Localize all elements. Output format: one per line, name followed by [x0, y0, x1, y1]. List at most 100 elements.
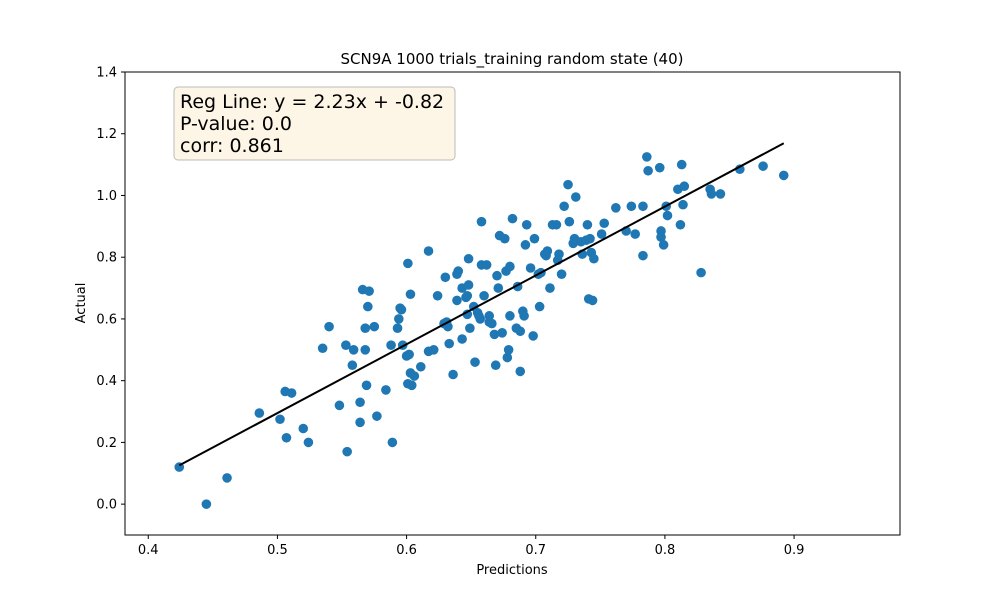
- y-tick-label: 0.4: [96, 374, 117, 389]
- data-point: [589, 253, 599, 264]
- data-point: [222, 473, 232, 483]
- data-point: [386, 340, 396, 350]
- data-point: [554, 249, 564, 259]
- data-point: [428, 345, 439, 355]
- data-point: [642, 152, 652, 162]
- x-axis: 0.4 0.5 0.6 0.7 0.8 0.9: [138, 535, 805, 558]
- data-point: [341, 340, 351, 350]
- data-point: [505, 261, 515, 272]
- data-point: [275, 414, 285, 425]
- data-point: [479, 290, 489, 301]
- plot-frame: [124, 71, 901, 536]
- data-point: [499, 233, 510, 244]
- data-point: [497, 328, 507, 338]
- stats-box-background: [173, 86, 456, 161]
- data-point: [585, 233, 595, 244]
- data-point: [503, 345, 514, 355]
- stats-correlation: corr: 0.861: [180, 135, 284, 157]
- data-point: [415, 361, 426, 372]
- data-point: [372, 411, 382, 421]
- data-point: [638, 201, 648, 212]
- data-point: [452, 295, 462, 306]
- data-point: [654, 162, 665, 173]
- data-point: [201, 499, 212, 509]
- data-point: [515, 326, 526, 337]
- data-point: [630, 229, 641, 239]
- data-point: [582, 219, 593, 230]
- y-axis-label: Actual: [74, 283, 89, 324]
- data-point: [462, 309, 473, 320]
- data-point: [481, 260, 492, 270]
- data-point: [505, 311, 515, 321]
- data-point: [476, 216, 487, 227]
- data-point: [662, 210, 673, 221]
- data-point: [303, 437, 314, 448]
- y-tick-label: 0.8: [96, 251, 117, 266]
- data-point: [778, 170, 789, 181]
- data-point: [254, 408, 265, 418]
- data-point: [493, 283, 504, 293]
- data-point: [520, 240, 531, 250]
- data-point: [405, 289, 416, 300]
- data-point: [492, 270, 502, 281]
- data-point: [406, 380, 417, 391]
- data-point: [355, 397, 365, 408]
- data-point: [360, 345, 371, 355]
- stats-box: Reg Line: y = 2.23x + -0.82 P-value: 0.0…: [173, 86, 456, 161]
- data-point: [392, 323, 403, 333]
- data-point: [611, 203, 621, 213]
- y-tick-label: 0.2: [96, 436, 117, 451]
- x-tick-label: 0.5: [267, 543, 288, 558]
- x-tick-label: 0.6: [396, 543, 417, 558]
- data-point: [570, 192, 581, 202]
- data-point: [599, 218, 610, 229]
- data-point: [403, 258, 413, 269]
- x-axis-label: Predictions: [476, 563, 548, 578]
- data-point: [423, 246, 434, 256]
- data-point: [490, 360, 501, 371]
- data-point: [381, 385, 391, 395]
- data-point: [519, 311, 529, 321]
- data-point: [364, 286, 374, 296]
- x-tick-label: 0.8: [655, 543, 676, 558]
- data-point: [534, 301, 545, 312]
- data-point: [489, 329, 500, 340]
- data-point: [361, 380, 372, 391]
- data-point: [587, 295, 598, 306]
- data-point: [656, 232, 666, 242]
- data-point: [463, 280, 474, 290]
- y-tick-label: 0.0: [96, 498, 117, 513]
- data-point: [706, 189, 717, 199]
- regression-line: [178, 142, 785, 467]
- data-point: [528, 331, 538, 341]
- y-axis: 0.0 0.2 0.4 0.6 0.8 1.0 1.2 1.4: [96, 66, 125, 513]
- data-point: [551, 219, 562, 230]
- data-point: [355, 417, 365, 428]
- data-point: [342, 446, 352, 457]
- data-point: [542, 246, 553, 256]
- data-point: [676, 159, 687, 170]
- data-point: [545, 283, 555, 293]
- x-tick-label: 0.7: [525, 543, 546, 558]
- data-point: [324, 321, 334, 332]
- data-point: [564, 216, 575, 227]
- data-point: [432, 290, 443, 301]
- data-point: [638, 250, 648, 261]
- data-point: [658, 240, 669, 250]
- data-point: [675, 219, 686, 230]
- y-tick-label: 1.4: [96, 66, 117, 81]
- x-tick-label: 0.9: [784, 543, 805, 558]
- data-point: [404, 349, 414, 360]
- data-point: [369, 321, 380, 332]
- data-point: [525, 263, 536, 273]
- data-point: [298, 423, 309, 434]
- data-point: [363, 301, 373, 312]
- data-point: [394, 314, 404, 324]
- data-point: [463, 253, 474, 264]
- data-point: [348, 345, 359, 355]
- data-point: [440, 272, 451, 283]
- data-point: [521, 219, 532, 230]
- data-point: [444, 338, 455, 349]
- data-point: [559, 201, 569, 212]
